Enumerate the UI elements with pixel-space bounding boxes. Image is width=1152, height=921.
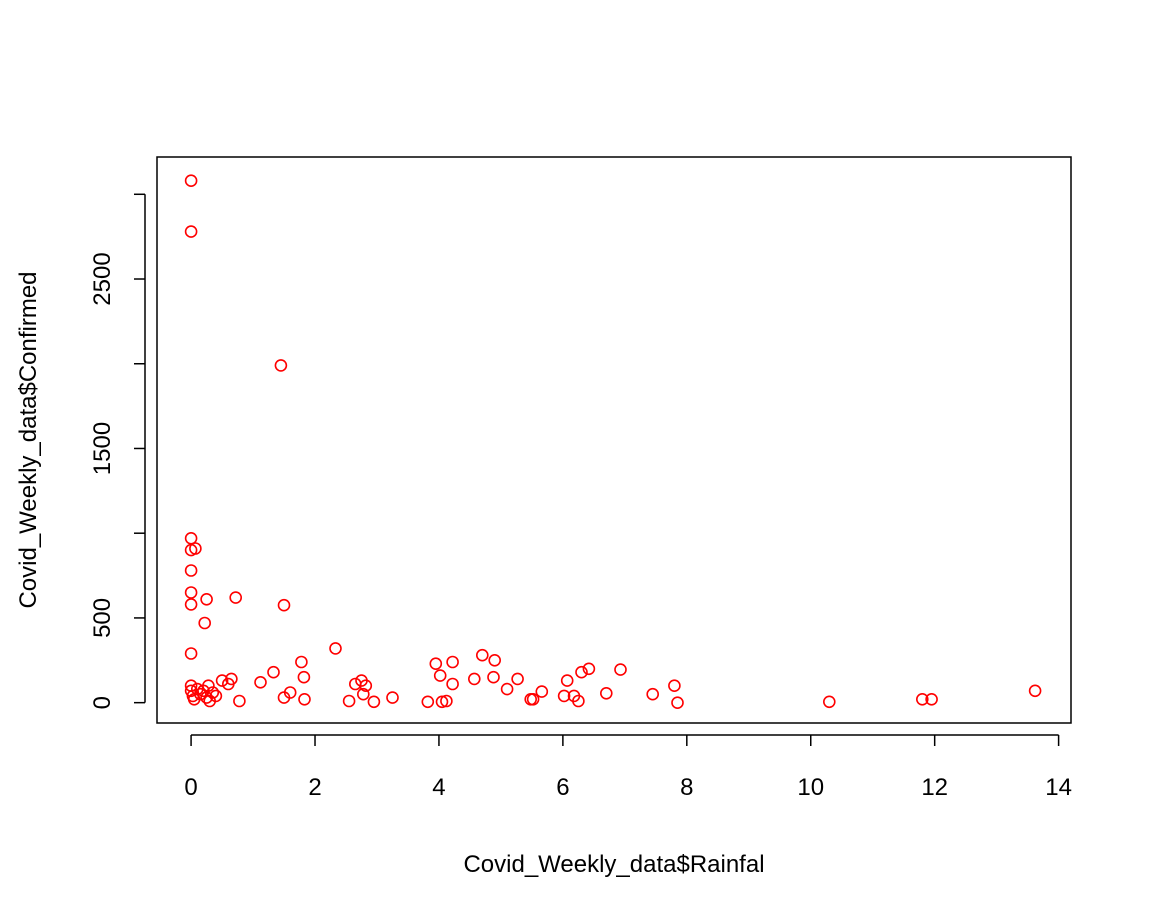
data-point (915, 692, 929, 706)
data-point (526, 692, 540, 706)
data-point (356, 687, 370, 701)
data-point (557, 689, 571, 703)
x-axis: 0 2 4 6 8 10 12 14 (184, 734, 1072, 801)
data-point (295, 655, 308, 669)
data-point (229, 591, 242, 604)
data-point (646, 687, 660, 701)
data-point (202, 679, 215, 693)
x-axis-label: Covid_Weekly_data$Rainfal (463, 851, 764, 878)
data-point (925, 692, 938, 706)
data-point (572, 694, 585, 708)
data-point (329, 642, 342, 655)
data-point (668, 679, 681, 693)
data-point (184, 647, 198, 660)
data-point (274, 359, 288, 372)
y-tick-label: 500 (89, 598, 116, 638)
data-point (277, 598, 291, 612)
data-point (367, 695, 381, 709)
data-point (233, 694, 246, 708)
y-axis-label: Covid_Weekly_data$Confirmed (15, 271, 42, 608)
data-point (189, 542, 202, 555)
data-point (421, 695, 435, 709)
data-point (298, 692, 311, 706)
data-point (283, 686, 297, 699)
data-point (215, 674, 229, 687)
x-tick-label: 14 (1045, 774, 1072, 801)
data-point (440, 694, 453, 708)
x-tick-label: 8 (680, 774, 693, 801)
points-layer (184, 174, 1042, 710)
data-point (500, 682, 514, 696)
x-tick-label: 0 (184, 774, 197, 801)
data-point (560, 674, 574, 687)
data-point (359, 679, 373, 693)
x-tick-label: 10 (797, 774, 824, 801)
data-point (535, 685, 549, 698)
data-point (184, 225, 198, 238)
data-point (225, 672, 238, 686)
data-point (184, 598, 198, 611)
data-point (582, 662, 596, 676)
plot-frame (156, 156, 1072, 724)
data-point (184, 586, 198, 599)
x-tick-label: 4 (432, 774, 445, 801)
y-tick-label: 0 (89, 696, 116, 709)
data-point (209, 689, 223, 703)
data-point (575, 665, 588, 679)
data-point (429, 657, 443, 671)
data-point (446, 677, 459, 691)
data-point (184, 564, 198, 577)
data-point (254, 675, 267, 689)
data-point (822, 695, 836, 709)
data-point (467, 672, 481, 686)
x-tick-label: 6 (556, 774, 569, 801)
data-point (671, 696, 684, 710)
data-point (194, 687, 207, 701)
data-point (1028, 684, 1042, 698)
x-tick-label: 12 (921, 774, 948, 801)
data-point (433, 669, 447, 682)
data-point (511, 672, 524, 686)
data-point (200, 592, 213, 606)
data-point (599, 686, 613, 700)
data-point (297, 670, 311, 684)
data-point (487, 670, 500, 684)
data-point (184, 531, 198, 545)
x-tick-label: 2 (308, 774, 321, 801)
data-point (267, 665, 280, 679)
y-tick-label: 1500 (89, 422, 116, 475)
data-point (184, 174, 198, 187)
y-tick-label: 2500 (89, 252, 116, 305)
data-point (475, 648, 489, 662)
data-point (198, 616, 211, 630)
data-point (614, 663, 627, 676)
data-point (206, 686, 220, 699)
data-point (488, 653, 502, 667)
data-point (446, 655, 459, 669)
data-point (435, 695, 449, 709)
data-point (386, 691, 399, 704)
data-point (342, 694, 356, 708)
y-axis: 0 500 1500 2500 (89, 193, 146, 709)
